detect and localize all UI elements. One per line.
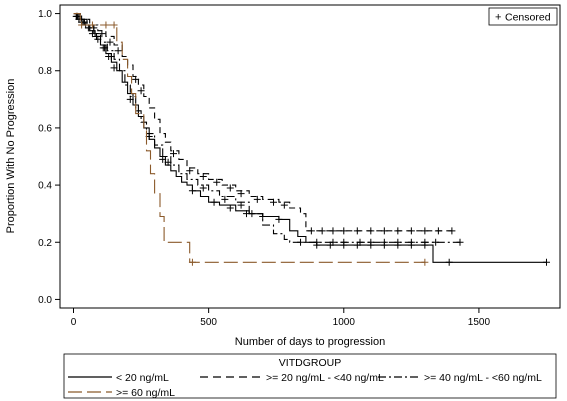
censor-mark [188,187,196,195]
censor-mark [407,227,415,235]
censored-legend-box [488,7,558,26]
censor-mark [434,227,442,235]
censor-mark [421,227,429,235]
censor-mark [340,238,348,246]
y-tick-label: 0.0 [38,295,52,306]
censor-mark [237,201,245,209]
plot-frame [59,4,561,309]
censor-mark [188,258,196,266]
censor-mark [248,210,256,218]
censor-mark [380,238,388,246]
x-axis-label: Number of days to progression [235,336,385,348]
censor-mark [270,198,278,206]
censor-mark [107,52,115,60]
censor-mark [356,238,364,246]
censor-mark [106,38,114,46]
censor-mark [318,227,326,235]
censor-mark [98,30,106,38]
censor-mark [275,215,283,223]
series-line [73,13,425,263]
censor-mark [226,204,234,212]
x-axis-ticks: 0 500 1000 1500 [71,308,491,328]
censor-mark [221,195,229,203]
x-tick-label: 0 [71,317,77,328]
censor-mark [164,158,172,166]
series-line [73,13,460,243]
censored-legend: + Censored [488,7,558,26]
censor-mark [110,21,118,29]
x-tick-label: 1000 [333,317,356,328]
legend-label-lt20: < 20 ng/mL [116,372,169,384]
censor-mark [407,238,415,246]
censor-mark [340,227,348,235]
censor-mark [237,190,245,198]
series-3 [73,13,429,266]
censor-mark [186,167,194,175]
y-tick-label: 1.0 [38,9,52,20]
censored-legend-label: Censored [505,12,551,24]
censor-mark [394,238,402,246]
series-layer [72,12,550,266]
censor-mark [102,21,110,29]
series-1 [73,12,456,235]
censor-mark [313,238,321,246]
censor-mark [445,258,453,266]
censor-mark [199,173,207,181]
series-2 [73,12,464,246]
legend-label-20-40: >= 20 ng/mL - <40 ng/mL [266,372,384,384]
censor-mark [307,227,315,235]
censor-mark [170,150,178,158]
censor-mark [394,227,402,235]
legend: VITDGROUP < 20 ng/mL >= 20 ng/mL - <40 n… [63,353,557,399]
censor-mark [280,201,288,209]
censor-mark [101,44,109,52]
censor-mark [226,184,234,192]
censor-mark [210,198,218,206]
censor-mark [421,238,429,246]
legend-label-40-60: >= 40 ng/mL - <60 ng/mL [424,372,542,384]
legend-label-ge60: >= 60 ng/mL [116,387,175,399]
y-tick-label: 0.6 [38,123,52,134]
censor-mark [253,195,261,203]
y-tick-label: 0.4 [38,181,52,192]
series-line [73,13,452,232]
censor-mark [88,21,96,29]
censor-mark [353,227,361,235]
censor-mark [132,75,140,83]
censor-mark [199,184,207,192]
legend-box [63,353,557,399]
censor-mark [114,47,122,55]
censored-legend-symbol: + [495,12,501,24]
censor-mark [137,87,145,95]
y-axis-ticks: 0.0 0.2 0.4 0.6 0.8 1.0 [38,9,60,306]
y-tick-label: 0.8 [38,66,52,77]
censor-mark [78,21,86,29]
censor-mark [432,238,440,246]
censor-mark [380,227,388,235]
censor-mark [421,258,429,266]
x-tick-label: 500 [200,317,217,328]
censor-mark [456,238,464,246]
series-line [73,13,547,263]
censor-mark [88,30,96,38]
x-tick-label: 1500 [468,317,491,328]
censor-mark [329,238,337,246]
censor-mark [448,227,456,235]
censor-mark [542,258,550,266]
legend-title: VITDGROUP [279,357,341,369]
censor-mark [92,32,100,40]
y-tick-label: 0.2 [38,238,52,249]
censor-mark [213,178,221,186]
censor-mark [329,227,337,235]
censor-mark [110,64,118,72]
y-axis-label: Proportion With No Progression [5,79,17,234]
censor-mark [367,238,375,246]
censor-mark [297,238,305,246]
censor-mark [367,227,375,235]
censor-mark [159,155,167,163]
